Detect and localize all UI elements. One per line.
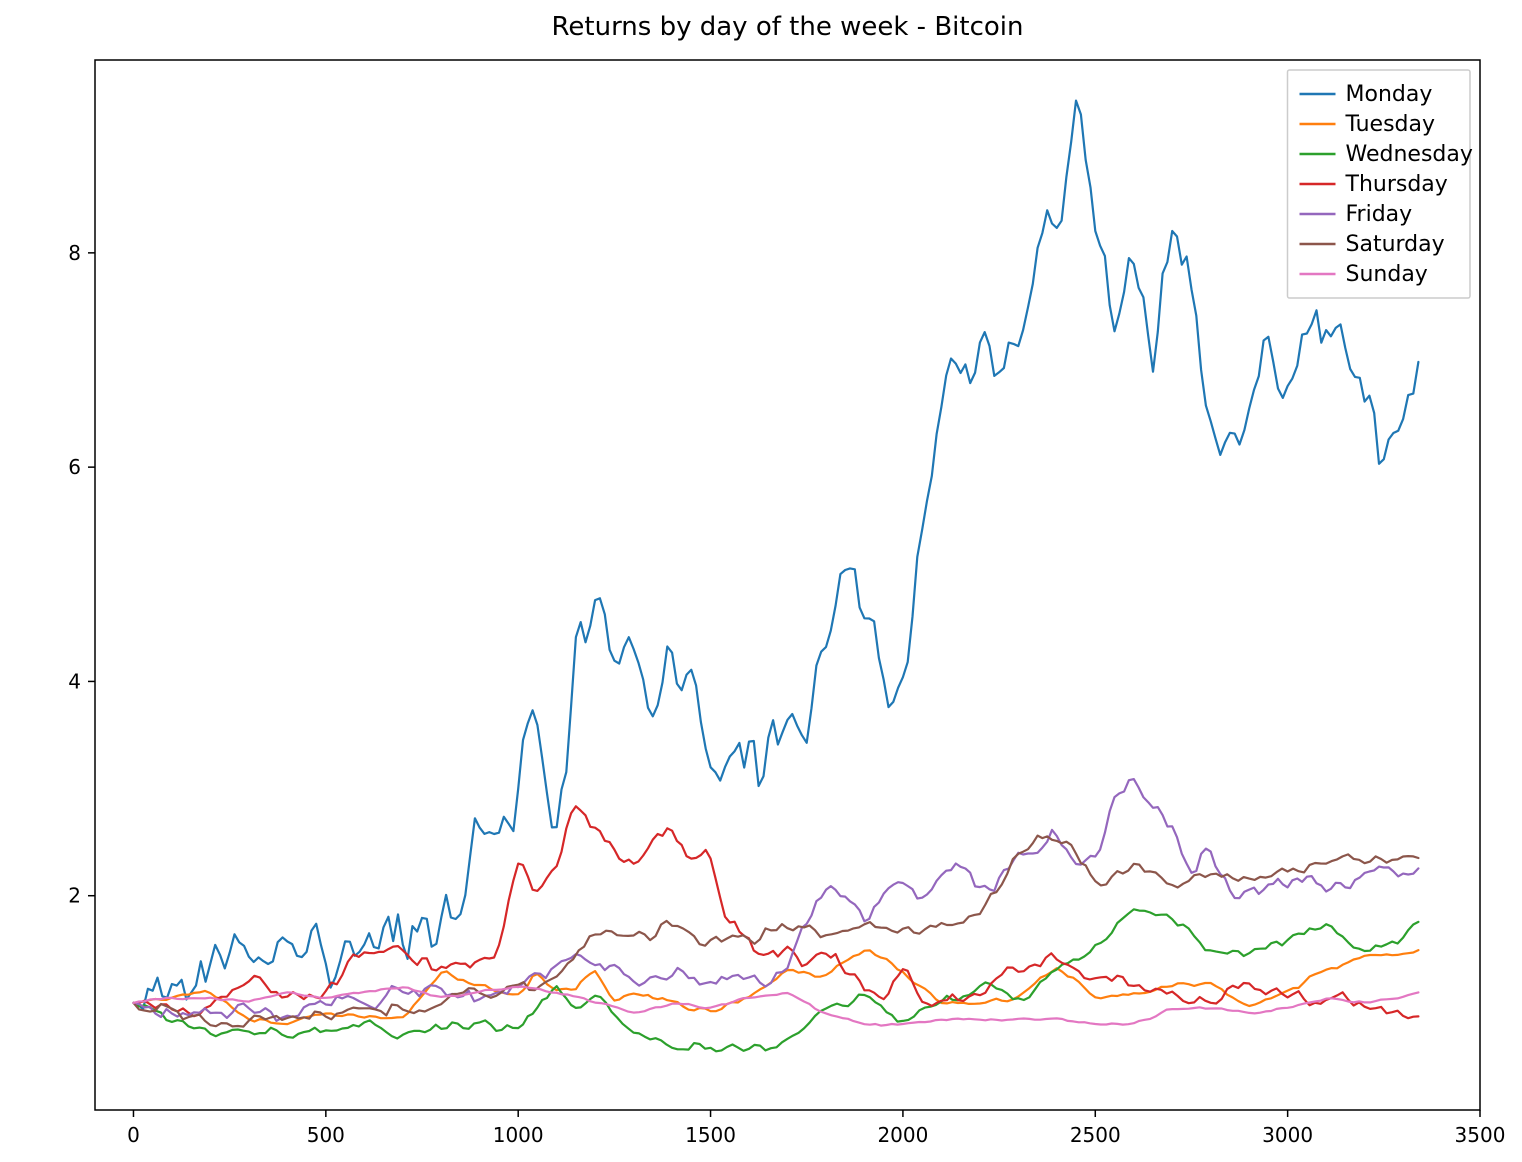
x-tick-label: 500 [307,1123,345,1147]
y-tick-label: 6 [68,455,81,479]
legend-label-wednesday: Wednesday [1346,142,1473,167]
x-tick-label: 1500 [685,1123,736,1147]
legend-label-tuesday: Tuesday [1345,112,1436,137]
x-tick-label: 3500 [1455,1123,1506,1147]
x-tick-label: 0 [127,1123,140,1147]
x-tick-label: 2500 [1070,1123,1121,1147]
legend-label-monday: Monday [1346,82,1433,107]
legend-label-thursday: Thursday [1345,172,1448,197]
returns-by-day-chart: Returns by day of the week - Bitcoin 0 500… [0,0,1522,1162]
legend: Monday Tuesday Wednesday Thursday Friday Satu… [1288,70,1473,298]
legend-label-saturday: Saturday [1346,232,1445,257]
y-tick-label: 8 [68,241,81,265]
chart-title: Returns by day of the week - Bitcoin [552,12,1024,42]
x-tick-label: 3000 [1262,1123,1313,1147]
x-tick-label: 1000 [493,1123,544,1147]
y-tick-label: 2 [68,884,81,908]
chart-container: Returns by day of the week - Bitcoin 0 500… [0,0,1522,1162]
legend-label-sunday: Sunday [1346,262,1428,287]
x-tick-label: 2000 [877,1123,928,1147]
y-tick-label: 4 [68,669,81,693]
legend-label-friday: Friday [1346,202,1413,227]
